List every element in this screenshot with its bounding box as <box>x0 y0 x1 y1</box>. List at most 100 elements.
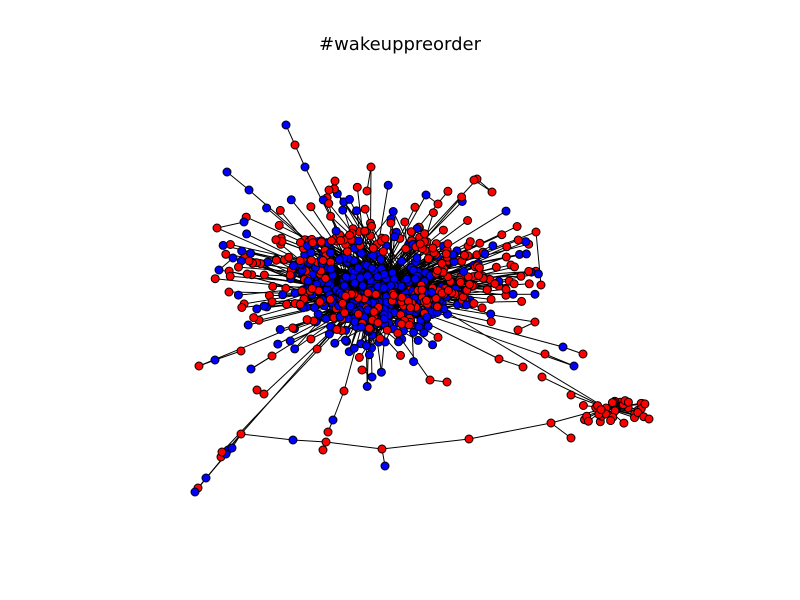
graph-node-blue <box>321 314 331 324</box>
graph-node-red <box>415 239 425 249</box>
graph-node-red <box>432 302 442 312</box>
graph-node-blue <box>286 195 296 205</box>
graph-node-blue <box>324 329 334 339</box>
graph-node-red <box>606 416 616 426</box>
graph-node-red <box>338 298 348 308</box>
graph-node-red <box>633 408 643 417</box>
graph-node-blue <box>190 487 200 497</box>
graph-node-red <box>318 445 328 455</box>
graph-node-blue <box>409 357 419 367</box>
graph-node-red <box>212 223 222 233</box>
graph-node-red <box>566 433 576 443</box>
graph-node-blue <box>356 248 366 258</box>
graph-edge <box>216 221 245 229</box>
graph-node-red <box>306 255 316 265</box>
graph-node-red <box>378 247 388 256</box>
graph-node-blue <box>350 317 360 327</box>
graph-node-blue <box>242 229 252 239</box>
graph-node-red <box>373 318 383 328</box>
graph-node-blue <box>394 337 403 347</box>
graph-node-red <box>339 386 349 396</box>
graph-node-red <box>307 284 317 293</box>
graph-node-red <box>516 271 526 281</box>
graph-node-red <box>367 221 377 231</box>
graph-node-red <box>546 418 556 428</box>
graph-node-red <box>380 234 390 244</box>
graph-node-red <box>382 325 392 335</box>
graph-node-red <box>321 273 330 283</box>
graph-node-red <box>583 416 593 426</box>
graph-node-blue <box>275 325 285 334</box>
graph-node-red <box>442 377 452 387</box>
graph-node-red <box>494 354 504 364</box>
graph-node-red <box>513 235 523 245</box>
graph-node-red <box>420 229 430 239</box>
graph-node-red <box>619 418 629 428</box>
graph-node-red <box>295 299 305 309</box>
graph-node-red <box>397 319 406 329</box>
graph-node-blue <box>334 255 344 265</box>
graph-edge <box>468 422 552 440</box>
graph-node-blue <box>290 344 300 354</box>
graph-node-red <box>224 287 234 297</box>
graph-node-red <box>417 285 427 295</box>
graph-node-blue <box>569 361 579 371</box>
graph-node-blue <box>330 338 340 348</box>
graph-node-blue <box>421 190 431 200</box>
graph-node-red <box>431 293 441 303</box>
graph-node-red <box>433 199 443 209</box>
graph-node-red <box>268 281 278 291</box>
graph-node-red <box>460 250 469 260</box>
graph-node-blue <box>218 240 228 250</box>
graph-node-red <box>217 447 227 457</box>
graph-node-blue <box>428 340 438 350</box>
graph-node-blue <box>252 304 262 314</box>
graph-node-blue <box>303 276 313 286</box>
graph-node-blue <box>427 287 437 297</box>
graph-node-red <box>306 334 316 344</box>
graph-node-blue <box>326 264 336 274</box>
graph-node-red <box>464 434 474 444</box>
graph-node-blue <box>352 206 361 216</box>
graph-node-red <box>306 202 316 212</box>
graph-node-red <box>363 288 373 298</box>
graph-node-red <box>410 202 420 212</box>
graph-node-red <box>540 349 550 359</box>
graph-node-red <box>274 220 284 230</box>
graph-node-blue <box>363 271 372 281</box>
graph-node-blue <box>362 381 372 391</box>
graph-node-blue <box>278 290 288 300</box>
graph-node-red <box>406 227 416 237</box>
graph-node-blue <box>244 185 254 195</box>
graph-node-red <box>443 239 453 249</box>
graph-node-red <box>644 414 654 424</box>
graph-node-blue <box>349 343 359 353</box>
graph-node-red <box>443 286 453 295</box>
graph-node-red <box>474 271 483 280</box>
graph-node-red <box>345 230 355 240</box>
graph-node-red <box>302 315 312 325</box>
graph-node-blue <box>413 335 423 345</box>
graph-node-red <box>342 247 352 257</box>
graph-node-red <box>325 294 335 304</box>
graph-node-red <box>437 259 447 268</box>
graph-node-red <box>297 286 307 296</box>
graph-node-red <box>401 244 411 254</box>
graph-edge <box>240 433 294 441</box>
graph-node-red <box>389 290 399 300</box>
graph-node-blue <box>356 322 366 332</box>
graph-node-blue <box>353 263 363 273</box>
graph-node-red <box>324 185 334 195</box>
graph-node-blue <box>210 355 220 365</box>
graph-node-red <box>332 325 342 334</box>
graph-node-red <box>259 389 269 399</box>
graph-node-red <box>308 238 318 248</box>
graph-node-red <box>249 313 259 323</box>
graph-node-blue <box>227 443 237 453</box>
graph-node-red <box>368 243 378 253</box>
graph-node-red <box>422 295 431 305</box>
graph-node-red <box>491 262 501 272</box>
graph-node-red <box>578 401 588 410</box>
graph-node-blue <box>354 236 364 246</box>
graph-node-red <box>465 279 474 289</box>
